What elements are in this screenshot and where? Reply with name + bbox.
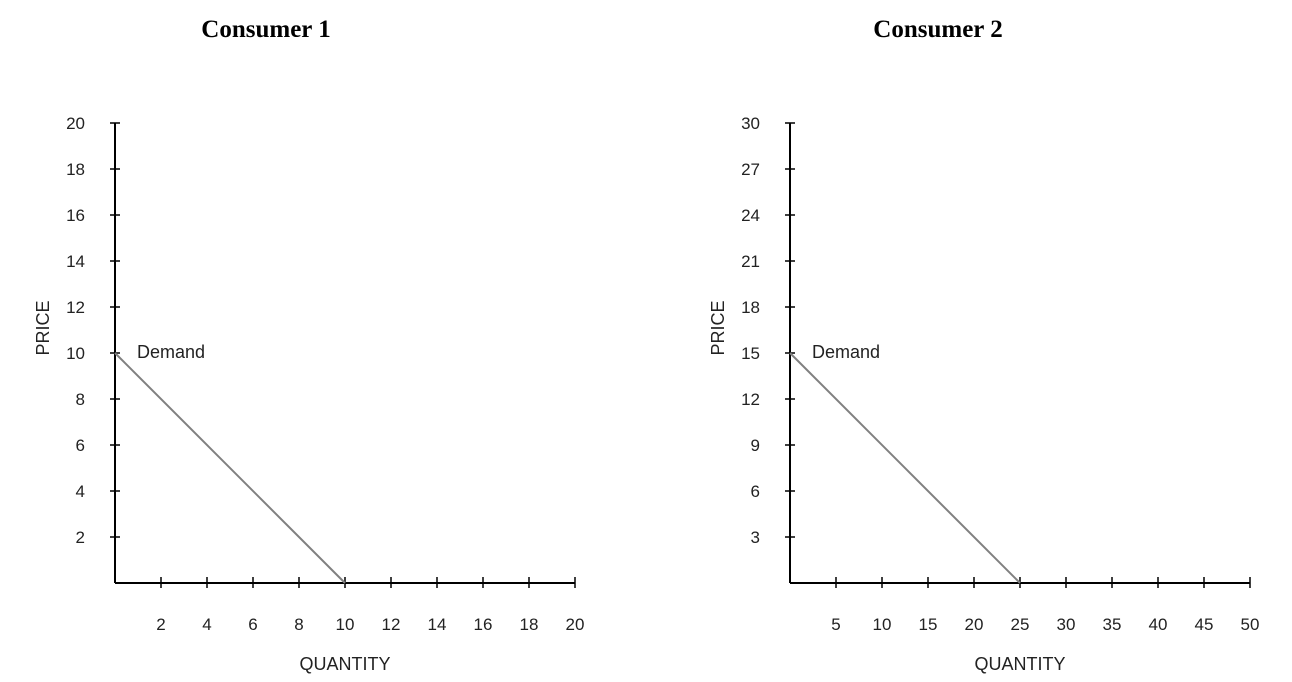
- x-tick-label-1: 2: [156, 615, 165, 634]
- x-tick-label-1: 14: [428, 615, 447, 634]
- y-tick-label-1: 14: [66, 252, 85, 271]
- y-tick-label-1: 6: [76, 436, 85, 455]
- x-tick-label-2: 40: [1149, 615, 1168, 634]
- x-tick-label-2: 20: [965, 615, 984, 634]
- x-tick-label-1: 18: [520, 615, 539, 634]
- demand-label-2: Demand: [812, 342, 880, 362]
- y-tick-label-1: 20: [66, 114, 85, 133]
- y-tick-label-1: 12: [66, 298, 85, 317]
- x-tick-label-1: 12: [382, 615, 401, 634]
- y-tick-label-2: 15: [741, 344, 760, 363]
- x-tick-label-1: 10: [336, 615, 355, 634]
- x-tick-label-2: 25: [1011, 615, 1030, 634]
- x-tick-label-2: 10: [873, 615, 892, 634]
- y-tick-label-1: 4: [76, 482, 85, 501]
- y-tick-label-2: 18: [741, 298, 760, 317]
- y-tick-label-1: 16: [66, 206, 85, 225]
- y-tick-label-1: 8: [76, 390, 85, 409]
- x-tick-label-2: 35: [1103, 615, 1122, 634]
- y-axis-title-2: PRICE: [708, 300, 728, 355]
- y-tick-label-2: 9: [751, 436, 760, 455]
- x-tick-label-2: 50: [1241, 615, 1260, 634]
- chart-title-consumer-1: Consumer 1: [201, 16, 331, 43]
- x-tick-label-1: 6: [248, 615, 257, 634]
- x-axis-title-2: QUANTITY: [974, 654, 1065, 674]
- y-tick-label-1: 10: [66, 344, 85, 363]
- demand-label-1: Demand: [137, 342, 205, 362]
- x-tick-label-1: 4: [202, 615, 211, 634]
- y-tick-label-2: 24: [741, 206, 760, 225]
- y-axis-title-1: PRICE: [33, 300, 53, 355]
- x-tick-label-2: 30: [1057, 615, 1076, 634]
- x-tick-label-1: 20: [566, 615, 585, 634]
- x-tick-label-2: 45: [1195, 615, 1214, 634]
- y-tick-label-2: 6: [751, 482, 760, 501]
- y-tick-label-1: 2: [76, 528, 85, 547]
- y-tick-label-1: 18: [66, 160, 85, 179]
- x-tick-label-2: 15: [919, 615, 938, 634]
- x-tick-label-1: 16: [474, 615, 493, 634]
- demand-line-2: [789, 352, 1021, 584]
- x-tick-label-2: 5: [831, 615, 840, 634]
- y-tick-label-2: 21: [741, 252, 760, 271]
- demand-line-1: [114, 352, 346, 584]
- y-tick-label-2: 27: [741, 160, 760, 179]
- y-tick-label-2: 3: [751, 528, 760, 547]
- y-tick-label-2: 12: [741, 390, 760, 409]
- x-tick-label-1: 8: [294, 615, 303, 634]
- x-axis-title-1: QUANTITY: [299, 654, 390, 674]
- y-tick-label-2: 30: [741, 114, 760, 133]
- chart-title-consumer-2: Consumer 2: [873, 16, 1003, 43]
